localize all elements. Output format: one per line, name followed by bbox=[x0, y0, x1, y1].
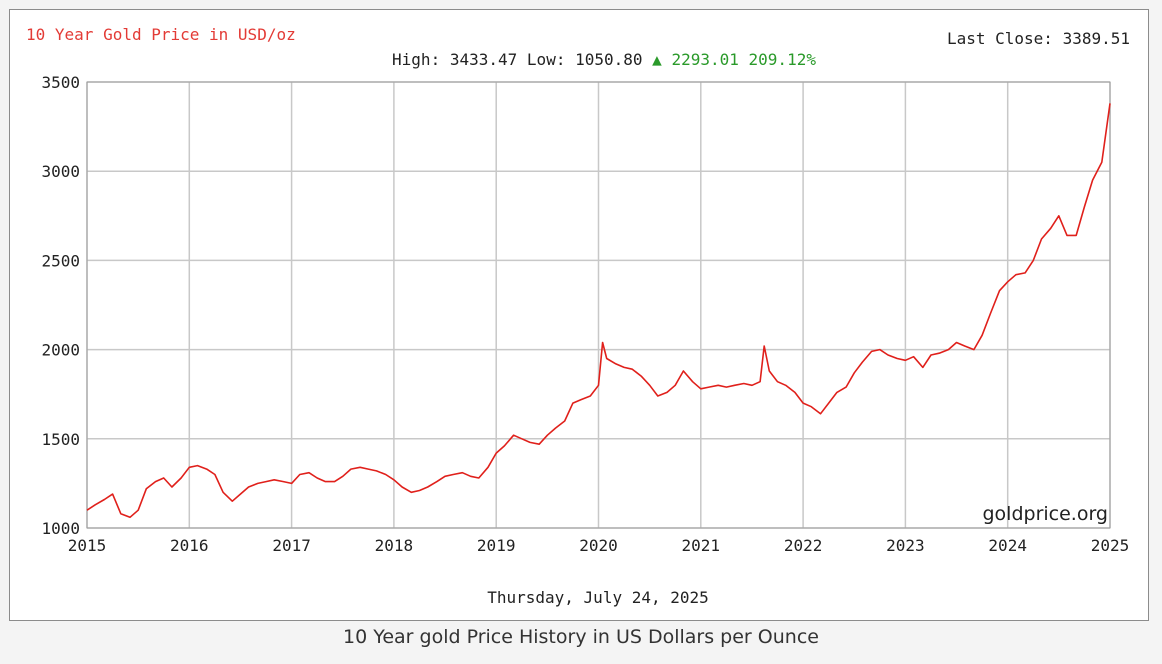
y-tick-label: 1500 bbox=[41, 430, 80, 449]
x-tick-label: 2016 bbox=[170, 536, 209, 555]
y-tick-label: 3000 bbox=[41, 162, 80, 181]
y-tick-label: 2000 bbox=[41, 341, 80, 360]
grid-layer bbox=[86, 81, 1111, 529]
change-value: 2293.01 bbox=[671, 50, 738, 69]
date-label: Thursday, July 24, 2025 bbox=[487, 588, 709, 607]
x-tick-label: 2022 bbox=[784, 536, 823, 555]
change-percent: 209.12% bbox=[749, 50, 817, 69]
plot-border bbox=[86, 81, 1111, 529]
high-label: High: bbox=[392, 50, 440, 69]
price-line bbox=[86, 103, 1111, 519]
y-tick-label: 1000 bbox=[41, 519, 80, 538]
x-tick-label: 2018 bbox=[375, 536, 414, 555]
last-close-label: Last Close: bbox=[947, 29, 1053, 48]
x-tick-label: 2025 bbox=[1091, 536, 1130, 555]
last-close: Last Close: 3389.51 bbox=[947, 29, 1130, 48]
y-tick-label: 2500 bbox=[41, 251, 80, 270]
x-tick-label: 2023 bbox=[886, 536, 925, 555]
low-label: Low: bbox=[527, 50, 566, 69]
x-tick-label: 2021 bbox=[682, 536, 721, 555]
chart-title: 10 Year Gold Price in USD/oz bbox=[26, 25, 296, 44]
chart-caption: 10 Year gold Price History in US Dollars… bbox=[343, 626, 819, 648]
high-value: 3433.47 bbox=[450, 50, 517, 69]
x-tick-label: 2019 bbox=[477, 536, 516, 555]
text-layer: 10 Year Gold Price in USD/oz High: 3433.… bbox=[26, 25, 1130, 607]
series-layer bbox=[86, 103, 1111, 519]
chart-frame: 2015 2016 2017 2018 2019 2020 2021 2022 2023 2024… bbox=[9, 9, 1149, 621]
x-tick-label: 2024 bbox=[988, 536, 1027, 555]
last-close-value: 3389.51 bbox=[1063, 29, 1130, 48]
x-tick-label: 2020 bbox=[579, 536, 618, 555]
change-arrow-icon: ▲ bbox=[652, 50, 662, 69]
gold-price-chart: 2015 2016 2017 2018 2019 2020 2021 2022 2023 2024… bbox=[26, 25, 1130, 607]
x-tick-label: 2015 bbox=[68, 536, 107, 555]
axis-layer: 2015 2016 2017 2018 2019 2020 2021 2022 2023 2024… bbox=[41, 73, 1129, 555]
y-tick-label: 3500 bbox=[41, 73, 80, 92]
low-value: 1050.80 bbox=[575, 50, 642, 69]
watermark: goldprice.org bbox=[982, 503, 1108, 525]
high-low-stats: High: 3433.47 Low: 1050.80 ▲ 2293.01 209… bbox=[392, 50, 816, 69]
x-tick-label: 2017 bbox=[272, 536, 311, 555]
